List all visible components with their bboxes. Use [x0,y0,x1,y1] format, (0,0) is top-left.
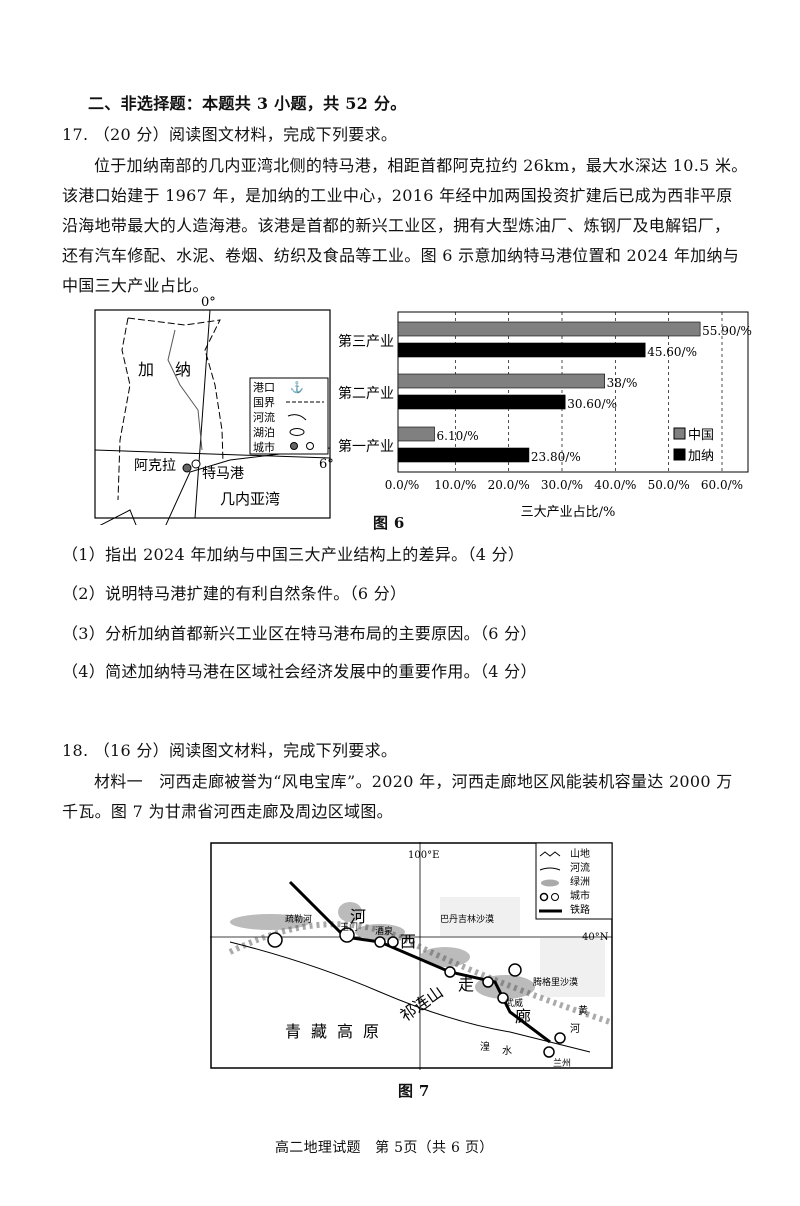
svg-text:特马港: 特马港 [202,466,244,482]
section-heading: 二、非选择题：本题共 3 小题，共 52 分。 [88,94,407,113]
city-accra [182,463,192,473]
q18-para-line: 材料一 河西走廊被誉为“风电宝库”。2020 年，河西走廊地区风能装机容量达 2… [94,772,733,791]
x-tick-label: 40.0/% [594,478,636,492]
svg-text:武威: 武威 [505,997,523,1009]
svg-text:巴丹吉林沙漠: 巴丹吉林沙漠 [440,913,494,925]
industry-bar-chart: 0.0/% 10.0/% 20.0/% 30.0/% 40.0/% 50.0/% 60.0/… [338,311,752,520]
svg-text:河: 河 [350,907,366,926]
question: （1）指出 2024 年加纳与中国三大产业结构上的差异。（4 分） [62,545,525,564]
ghana-map: 0° 6° 加 纳 港口 国界 河流 湖泊 城市 ⚓ 阿克拉 特马港 几内亚湾 [94,295,334,525]
svg-text:几内亚湾: 几内亚湾 [220,490,280,508]
x-tick-label: 30.0/% [541,478,583,492]
svg-text:100°E: 100°E [408,850,439,861]
svg-text:铁路: 铁路 [570,903,590,916]
svg-text:玉门: 玉门 [340,921,358,933]
svg-text:西: 西 [400,932,416,951]
svg-text:河流: 河流 [570,861,590,874]
svg-text:绿洲: 绿洲 [570,875,590,888]
data-label: 55.90/% [702,324,752,338]
legend-swatch [673,427,686,440]
category-label: 第三产业 [338,333,394,350]
svg-text:城市: 城市 [253,440,275,454]
x-tick-label: 50.0/% [648,478,690,492]
x-tick-label: 0.0/% [385,478,420,492]
q17-para-line: 沿海地带最大的人造海港。该港是首都的新兴工业区，拥有大型炼油厂、炼钢厂及电解铝厂… [62,216,731,235]
svg-text:疏勒河: 疏勒河 [285,913,312,925]
mountains [228,921,611,1025]
figure-caption: 图 6 [373,514,405,532]
svg-text:祁连山: 祁连山 [396,982,446,1025]
q17-para-line: 中国三大产业占比。 [62,276,209,295]
hexi-corridor-map: 100°E 40°N 疏勒河 玉门 酒泉 巴丹吉林沙漠 腾格里沙漠 武威 兰州 … [210,842,613,1070]
svg-text:河: 河 [570,1023,580,1035]
question: （4）简述加纳特马港在区域社会经济发展中的重要作用。（4 分） [62,662,537,681]
bar-加纳 [397,394,566,410]
x-axis-label: 三大产业占比/% [521,505,616,520]
figure-caption: 图 7 [398,1082,430,1100]
category-label: 第二产业 [338,385,394,402]
category-label: 第一产业 [338,438,394,455]
svg-text:酒泉: 酒泉 [375,925,393,937]
bar-加纳 [397,342,646,358]
q17-para-line: 还有汽车修配、水泥、卷烟、纺织及食品等工业。图 6 示意加纳特马港位置和 202… [62,246,740,265]
anchor-icon: ⚓ [290,381,304,394]
data-label: 6.10/% [437,429,479,443]
plot-frame [397,311,749,473]
legend-swatch [673,448,686,461]
question: （2）说明特马港扩建的有利自然条件。（6 分） [62,584,407,603]
svg-text:兰州: 兰州 [553,1057,571,1069]
page-footer: 高二地理试题 第 5页（共 6 页） [275,1140,494,1156]
bar-中国 [397,321,701,337]
x-tick-label: 10.0/% [434,478,476,492]
svg-text:黄: 黄 [578,1004,588,1017]
legend-label: 加纳 [688,449,714,464]
data-label: 45.60/% [647,345,697,359]
svg-text:青藏高原: 青藏高原 [285,1022,389,1041]
svg-text:走: 走 [458,975,474,994]
svg-text:水: 水 [502,1045,512,1057]
bar-中国 [397,426,435,442]
q17-title: 17. （20 分）阅读图文材料，完成下列要求。 [62,125,398,144]
svg-text:国界: 国界 [253,396,275,409]
svg-text:湖泊: 湖泊 [253,426,275,439]
data-label: 23.80/% [531,450,581,464]
svg-text:河流: 河流 [253,410,275,424]
lat-label: 6° [319,457,334,472]
bar-中国 [397,373,605,389]
svg-text:山地: 山地 [570,847,590,860]
legend-label: 中国 [688,428,714,443]
svg-text:廊: 廊 [515,1007,531,1026]
lon-label: 0° [201,295,216,310]
svg-text:40°N: 40°N [582,932,609,943]
q17-para-line: 位于加纳南部的几内亚湾北侧的特马港，相距首都阿克拉约 26km，最大水深达 10… [94,156,748,175]
q18-title: 18. （16 分）阅读图文材料，完成下列要求。 [62,741,398,760]
q17-para-line: 该港口始建于 1967 年，是加纳的工业中心，2016 年经中加两国投资扩建后已… [62,186,733,205]
svg-text:加: 加 [138,360,154,379]
x-tick-label: 20.0/% [488,478,530,492]
question: （3）分析加纳首都新兴工业区在特马港布局的主要原因。（6 分） [62,624,537,643]
data-label: 30.60/% [567,397,617,411]
border [117,317,131,501]
svg-text:湟: 湟 [480,1040,490,1053]
svg-text:港口: 港口 [253,381,275,394]
city-tema [191,459,201,469]
svg-text:城市: 城市 [570,889,590,902]
data-label: 38/% [607,376,638,390]
q18-para-line: 千瓦。图 7 为甘肃省河西走廊及周边区域图。 [62,802,393,821]
x-tick-label: 60.0/% [701,478,743,492]
svg-text:腾格里沙漠: 腾格里沙漠 [533,976,578,988]
bar-加纳 [397,447,530,463]
svg-text:纳: 纳 [175,360,191,379]
svg-text:阿克拉: 阿克拉 [134,458,176,474]
